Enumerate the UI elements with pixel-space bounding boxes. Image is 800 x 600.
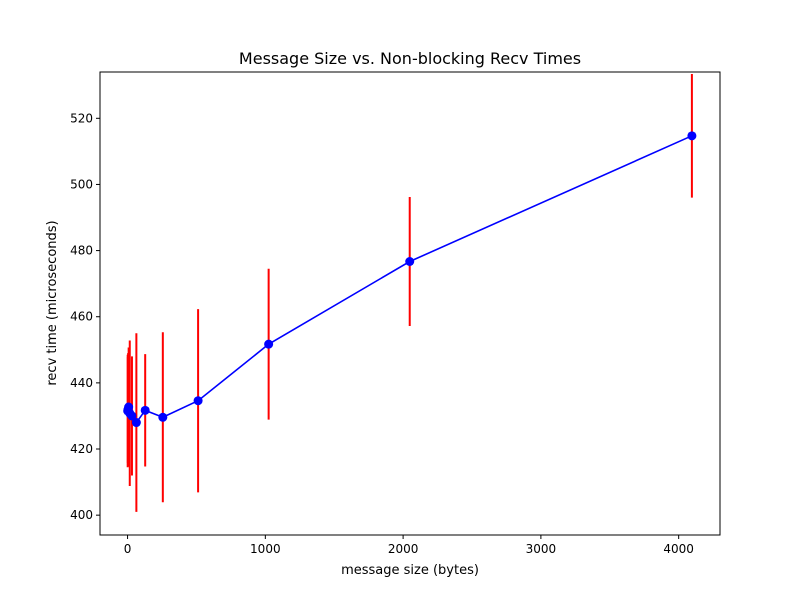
x-axis: 0 1000 2000 3000 4000 xyxy=(124,535,694,556)
data-point xyxy=(158,412,168,422)
y-tick-label: 520 xyxy=(70,111,93,125)
x-tick-label: 2000 xyxy=(388,542,419,556)
data-points xyxy=(123,131,697,428)
plot-frame xyxy=(99,71,721,536)
x-tick-label: 1000 xyxy=(250,542,281,556)
y-tick-label: 420 xyxy=(70,442,93,456)
chart-title: Message Size vs. Non-blocking Recv Times xyxy=(239,49,581,68)
y-tick-label: 500 xyxy=(70,177,93,191)
y-axis: 400 420 440 460 480 500 520 xyxy=(70,111,100,522)
data-point xyxy=(687,131,697,141)
y-tick-label: 400 xyxy=(70,508,93,522)
x-tick-label: 4000 xyxy=(663,542,694,556)
data-point xyxy=(131,418,141,428)
data-point xyxy=(405,256,415,266)
y-tick-label: 460 xyxy=(70,310,93,324)
x-axis-label: message size (bytes) xyxy=(341,563,479,578)
y-axis-label: recv time (microseconds) xyxy=(45,220,60,385)
data-point xyxy=(140,405,150,415)
y-tick-label: 480 xyxy=(70,244,93,258)
error-bars xyxy=(126,73,693,512)
x-tick-label: 3000 xyxy=(526,542,557,556)
x-tick-label: 0 xyxy=(124,542,132,556)
data-point xyxy=(193,396,203,406)
data-point xyxy=(264,339,274,349)
y-tick-label: 440 xyxy=(70,376,93,390)
data-point xyxy=(127,411,137,421)
